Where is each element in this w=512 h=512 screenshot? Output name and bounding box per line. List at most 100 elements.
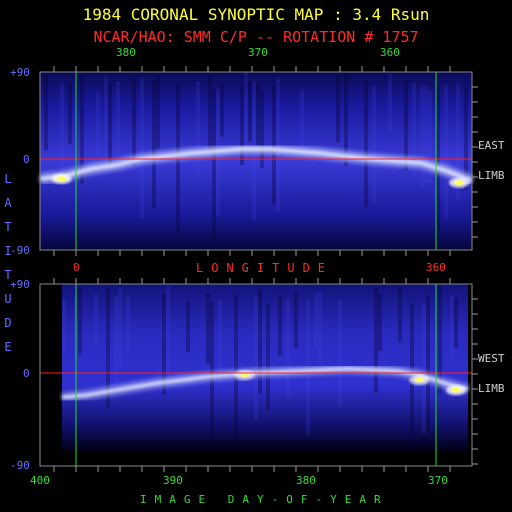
bright-spot-core — [414, 377, 425, 383]
map-streak — [314, 292, 318, 350]
map-streak — [364, 81, 368, 208]
map-streak — [212, 89, 216, 239]
map-streak — [68, 85, 72, 144]
east-ytick-minus90: -90 — [10, 244, 30, 257]
bright-spot-core — [56, 176, 67, 182]
east-label: EAST — [478, 139, 505, 152]
map-streak — [196, 81, 200, 177]
map-streak — [44, 74, 48, 151]
map-streak — [286, 298, 290, 398]
west-ytick-0: 0 — [23, 367, 30, 380]
map-streak — [256, 81, 260, 146]
map-streak — [186, 301, 190, 352]
latitude-letter: E — [4, 340, 12, 354]
east-map-streaks — [44, 72, 468, 239]
map-streak — [208, 74, 212, 154]
west-frame — [39, 283, 473, 467]
map-streak — [318, 290, 322, 363]
east-streamer-belt-core — [39, 147, 473, 183]
map-streak — [336, 74, 340, 143]
east-limb-label: LIMB — [478, 169, 505, 182]
longitude-axis-label: LONGITUDE — [196, 261, 334, 275]
east-tick-marks — [53, 66, 478, 256]
day-tick-400: 400 — [30, 474, 50, 487]
latitude-letter: T — [4, 268, 12, 282]
map-streak — [140, 76, 144, 218]
map-streak — [398, 285, 402, 343]
day-of-year-axis-label: IMAGE DAY-OF-YEAR — [140, 493, 389, 506]
map-streak — [422, 303, 426, 434]
bright-spot-core — [454, 180, 465, 186]
map-streak — [60, 83, 64, 177]
map-streak — [78, 287, 82, 355]
map-streak — [464, 87, 468, 190]
chart-subtitle: NCAR/HAO: SMM C/P -- ROTATION # 1757 — [93, 28, 419, 46]
day-tick-370: 370 — [428, 474, 448, 487]
map-streak — [438, 285, 442, 394]
map-streak — [450, 295, 454, 358]
map-streak — [420, 85, 424, 188]
top-tick-380: 380 — [116, 46, 136, 59]
west-ytick-minus90: -90 — [10, 459, 30, 472]
west-ytick-plus90: +90 — [10, 278, 30, 291]
map-streak — [260, 89, 264, 168]
longitude-tick-0: 0 — [73, 261, 80, 274]
east-ytick-0: 0 — [23, 153, 30, 166]
map-streak — [276, 76, 280, 213]
map-streak — [300, 88, 304, 155]
latitude-letter: U — [4, 292, 12, 306]
map-streak — [378, 293, 382, 351]
map-streak — [206, 293, 210, 364]
latitude-letter: T — [4, 220, 12, 234]
map-streak — [456, 83, 460, 201]
map-streak — [166, 286, 170, 373]
map-streak — [248, 80, 252, 141]
map-streak — [106, 288, 110, 408]
latitude-letter: D — [4, 316, 12, 330]
map-streak — [218, 300, 222, 388]
map-streak — [210, 301, 214, 441]
map-streak — [62, 298, 66, 352]
east-frame — [39, 71, 473, 251]
map-streak — [372, 86, 376, 203]
map-streak — [108, 85, 112, 166]
day-tick-380: 380 — [296, 474, 316, 487]
map-streak — [404, 80, 408, 171]
map-streak — [424, 85, 428, 184]
east-panel — [39, 66, 478, 256]
map-streak — [104, 75, 108, 170]
map-streak — [374, 288, 378, 393]
bright-spot-core — [450, 387, 461, 393]
map-streak — [244, 72, 248, 160]
map-streak — [80, 75, 84, 184]
map-streak — [220, 83, 224, 137]
map-streak — [234, 295, 238, 437]
map-streak — [254, 296, 258, 421]
map-streak — [96, 91, 100, 155]
bright-spot-core — [239, 372, 250, 378]
map-streak — [126, 295, 130, 352]
map-streak — [444, 84, 448, 221]
map-streak — [156, 74, 160, 149]
top-tick-370: 370 — [248, 46, 268, 59]
map-streak — [266, 303, 270, 410]
map-streak — [428, 89, 432, 184]
top-tick-360: 360 — [380, 46, 400, 59]
map-streak — [388, 73, 392, 132]
map-streak — [294, 291, 298, 349]
map-streak — [118, 287, 122, 369]
map-streak — [116, 80, 120, 156]
map-streak — [132, 79, 136, 166]
map-streak — [240, 86, 244, 165]
east-bright-spots — [51, 173, 470, 188]
west-limb-label: LIMB — [478, 382, 505, 395]
map-streak — [114, 295, 118, 382]
map-streak — [426, 295, 430, 432]
map-streak — [258, 289, 262, 394]
day-tick-390: 390 — [163, 474, 183, 487]
chart-title: 1984 CORONAL SYNOPTIC MAP : 3.4 Rsun — [82, 5, 430, 24]
map-streak — [152, 80, 156, 209]
latitude-letter: I — [4, 244, 12, 258]
latitude-letter: A — [4, 196, 12, 210]
